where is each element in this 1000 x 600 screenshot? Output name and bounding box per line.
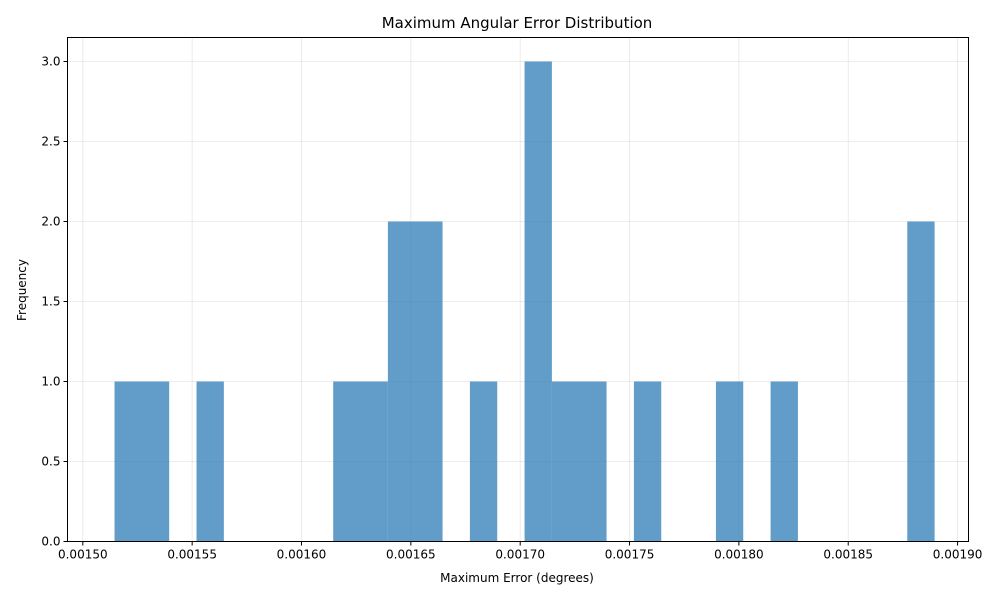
x-tick-label: 0.00150: [58, 548, 108, 562]
x-tick-label: 0.00175: [605, 548, 655, 562]
x-tick-label: 0.00170: [495, 548, 545, 562]
histogram-bar: [387, 221, 443, 542]
plot-frame: [67, 37, 969, 542]
histogram-bar: [333, 381, 388, 542]
histogram-bar: [551, 381, 607, 542]
histogram-bar: [196, 381, 224, 542]
x-tick-label: 0.00185: [823, 548, 873, 562]
histogram-bar: [907, 221, 935, 542]
histogram-bar: [770, 381, 798, 542]
x-axis-label: Maximum Error (degrees): [440, 571, 594, 585]
x-tick-label: 0.00180: [714, 548, 764, 562]
y-tick-label: 2.5: [41, 135, 60, 149]
histogram-bar: [715, 381, 744, 542]
y-tick-label: 0.5: [41, 455, 60, 469]
histogram-bars: [114, 61, 935, 542]
y-axis-label: Frequency: [15, 259, 29, 321]
y-tick-label: 3.0: [41, 55, 60, 69]
histogram-bar: [633, 381, 662, 542]
x-tick-label: 0.00190: [933, 548, 983, 562]
histogram-bar: [114, 381, 170, 542]
y-tick-label: 1.5: [41, 295, 60, 309]
histogram-bar: [469, 381, 498, 542]
chart-title: Maximum Angular Error Distribution: [382, 14, 653, 32]
x-tick-label: 0.00160: [277, 548, 327, 562]
y-axis-ticks: 0.0 0.5 1.0 1.5 2.0 2.5 3.0: [41, 55, 68, 549]
y-tick-label: 1.0: [41, 375, 60, 389]
x-axis-ticks: 0.00150 0.00155 0.00160 0.00165 0.00170 0.001…: [58, 541, 983, 562]
y-tick-label: 2.0: [41, 215, 60, 229]
y-tick-label: 0.0: [41, 535, 60, 549]
x-tick-label: 0.00165: [386, 548, 436, 562]
histogram-bar: [524, 61, 552, 542]
x-tick-label: 0.00155: [167, 548, 217, 562]
